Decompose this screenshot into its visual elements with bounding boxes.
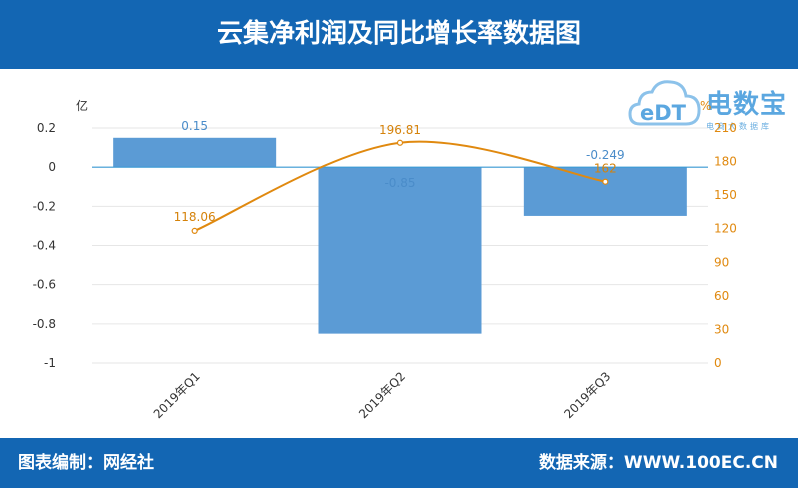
bar-series [113, 137, 687, 334]
left-tick-label: -0.8 [33, 317, 56, 331]
logo-name: 电数宝 [706, 90, 788, 120]
right-tick-label: 90 [714, 255, 729, 269]
left-tick-label: -0.4 [33, 239, 56, 253]
right-tick-label: 120 [714, 222, 737, 236]
right-tick-label: 180 [714, 155, 737, 169]
footer-credit: 图表编制：网经社 [18, 453, 154, 473]
left-tick-label: -0.6 [33, 278, 56, 292]
left-tick-label: 0.2 [37, 121, 56, 135]
line-point [602, 178, 609, 185]
right-tick-label: 0 [714, 356, 722, 370]
logo: eDT 电数宝 电商大数据库 [628, 74, 793, 138]
bar-value-label: -0.249 [586, 148, 625, 162]
category-label: 2019年Q3 [561, 369, 613, 421]
bar-value-label: -0.85 [384, 176, 415, 190]
x-axis: 2019年Q1 2019年Q2 2019年Q3 [151, 369, 614, 421]
left-tick-label: 0 [48, 160, 56, 174]
right-tick-label: 210 [714, 121, 737, 135]
footer: 图表编制：网经社 数据来源：WWW.100EC.CN [0, 438, 798, 488]
line-value-label: 118.06 [174, 210, 216, 224]
bar-value-label: 0.15 [181, 119, 208, 133]
left-axis: 0.2 0 -0.2 -0.4 -0.6 -0.8 -1 亿 [33, 98, 88, 370]
bar [523, 167, 687, 216]
line-value-label: 162 [594, 162, 617, 176]
logo-subtitle: 电商大数据库 [706, 122, 772, 131]
line-value-label: 196.81 [379, 123, 421, 137]
category-label: 2019年Q1 [151, 369, 203, 421]
chart-title: 云集净利润及同比增长率数据图 [0, 0, 798, 69]
category-label: 2019年Q2 [356, 369, 408, 421]
bar [318, 167, 482, 334]
right-tick-label: 60 [714, 289, 729, 303]
right-axis-unit: % [700, 99, 711, 113]
left-tick-label: -1 [44, 356, 56, 370]
left-axis-unit: 亿 [76, 98, 88, 113]
right-axis: 210 180 150 120 90 60 30 0% [700, 99, 737, 370]
line-series [191, 139, 609, 234]
left-tick-label: -0.2 [33, 199, 56, 213]
net-profit-chart: 0.2 0 -0.2 -0.4 -0.6 -0.8 -1 亿 210 180 150 120 90 60… [33, 98, 737, 421]
logo-mark: eDT [640, 101, 687, 125]
footer-source: 数据来源：WWW.100EC.CN [538, 453, 778, 473]
cloud-logo-icon: eDT [628, 80, 701, 126]
line-point [396, 139, 404, 146]
line-point [191, 227, 198, 234]
right-tick-label: 150 [714, 188, 737, 202]
data-labels: 0.15 -0.85 -0.249 118.06 196.81 162 [174, 119, 625, 224]
bar [113, 137, 277, 168]
right-tick-label: 30 [714, 322, 729, 336]
